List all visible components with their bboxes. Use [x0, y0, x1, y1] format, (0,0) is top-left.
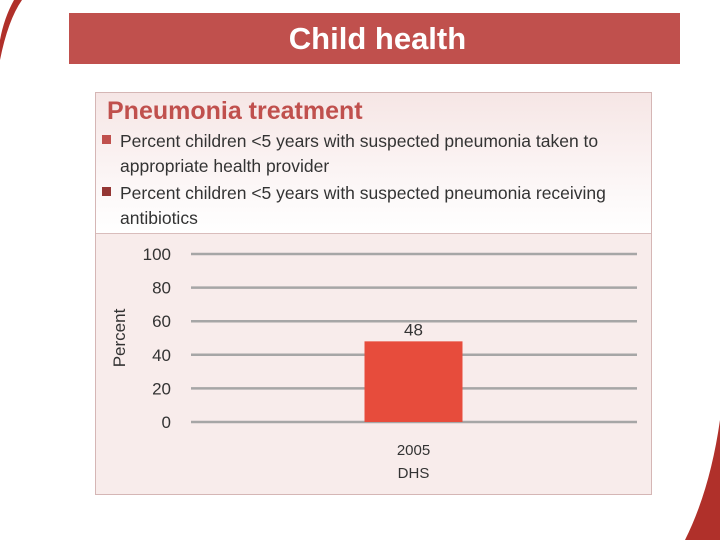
- data-label: 48: [404, 320, 423, 339]
- y-tick-label: 0: [162, 413, 171, 432]
- chart-header: Pneumonia treatment Percent children <5 …: [96, 93, 651, 234]
- legend-label-antibiotics: Percent children <5 years with suspected…: [120, 183, 606, 228]
- bar-chart: 0 20 40 60 80 100 Percent 48 2005 DHS: [110, 245, 637, 482]
- corner-decoration-bottom-right: [685, 420, 720, 540]
- chart-title: Pneumonia treatment: [107, 97, 363, 125]
- y-tick-label: 100: [143, 245, 171, 264]
- y-axis-label: Percent: [110, 308, 129, 367]
- legend-swatch-antibiotics: [102, 187, 111, 196]
- bar: [364, 341, 463, 422]
- y-tick-label: 60: [152, 312, 171, 331]
- legend-label-provider: Percent children <5 years with suspected…: [120, 131, 599, 176]
- y-tick-label: 80: [152, 279, 171, 298]
- x-tick-label: 2005 DHS: [397, 442, 430, 482]
- y-tick-label: 20: [152, 379, 171, 398]
- slide-title-bar: Child health: [69, 13, 680, 64]
- corner-decoration-top-left: [0, 0, 22, 60]
- chart-panel: Pneumonia treatment Percent children <5 …: [95, 92, 652, 495]
- legend-swatch-provider: [102, 135, 111, 144]
- y-tick-label: 40: [152, 346, 171, 365]
- slide-title: Child health: [288, 20, 467, 56]
